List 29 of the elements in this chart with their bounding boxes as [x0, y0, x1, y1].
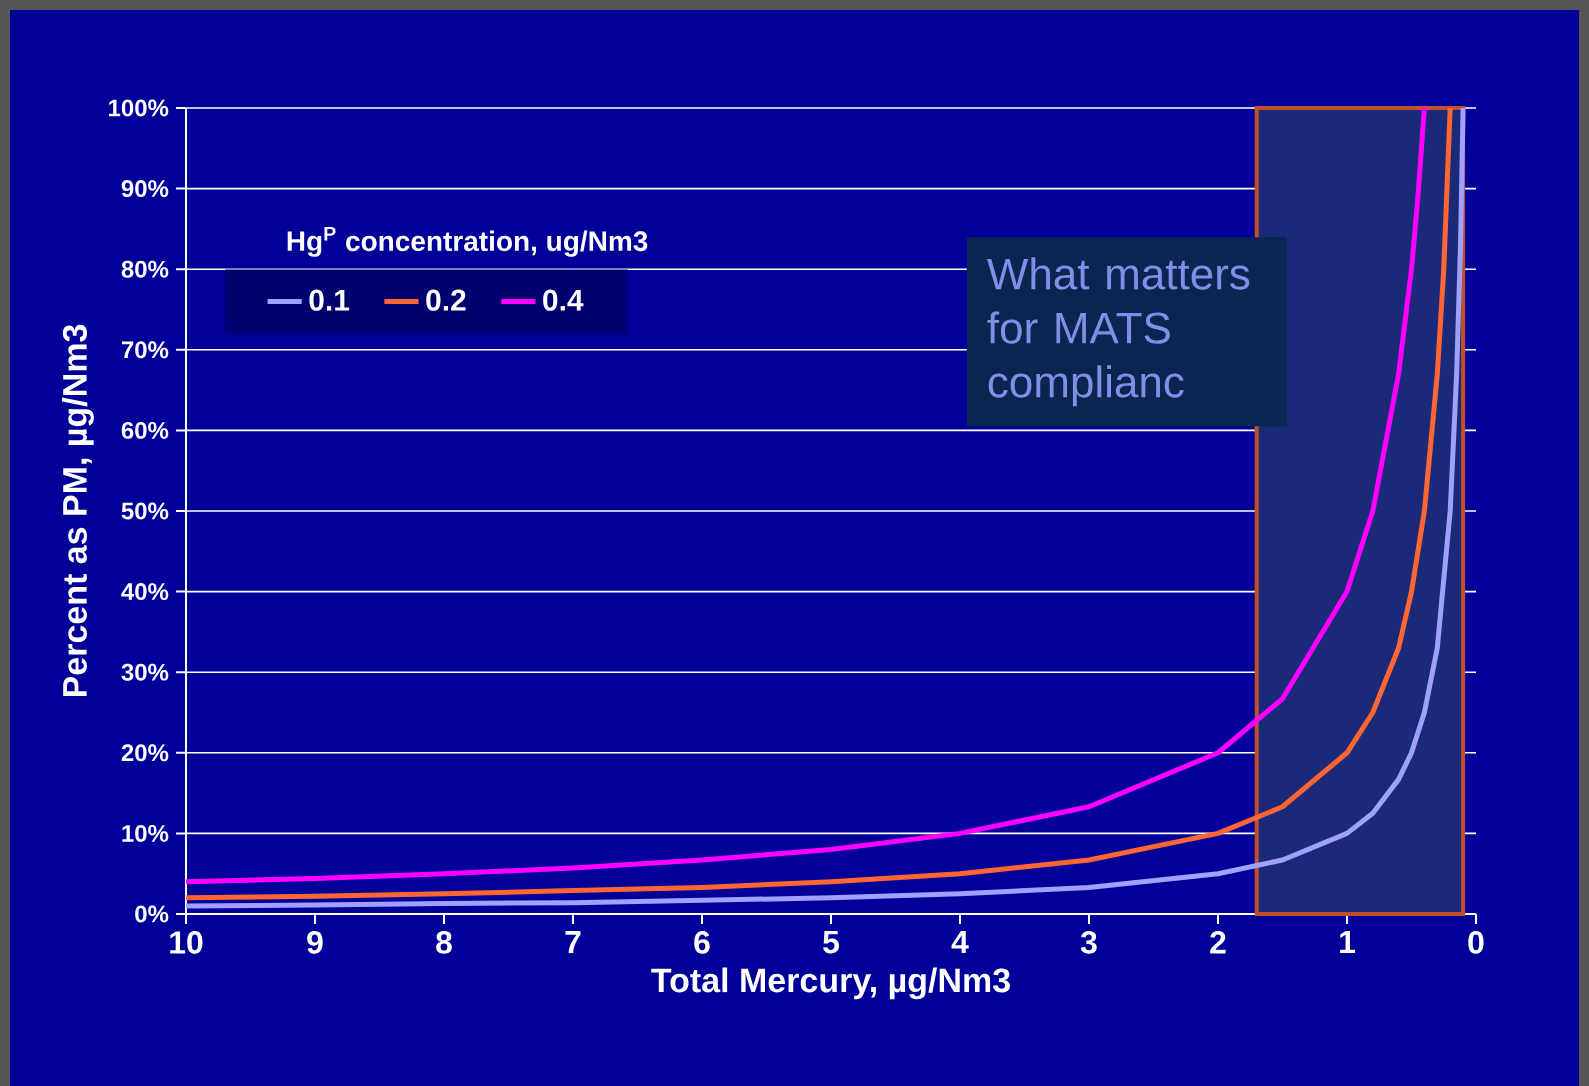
y-tick-label: 20% [121, 744, 169, 762]
y-tick-label: 50% [121, 502, 169, 520]
x-tick-label: 4 [951, 931, 969, 954]
x-tick-label: 0 [1468, 931, 1484, 954]
y-tick-label: 100% [109, 99, 169, 117]
x-tick-label: 6 [694, 931, 710, 954]
y-axis-title: Percent as PM, µg/Nm3 [61, 324, 94, 697]
y-tick-label: 40% [121, 583, 169, 601]
annotation: What matters for MATS complianc [987, 257, 1250, 407]
x-tick-label: 2 [1210, 931, 1226, 954]
x-tick-label: 7 [565, 931, 581, 954]
x-tick-label: 1 [1340, 931, 1355, 954]
y-tick-label: 90% [121, 180, 169, 198]
legend-label: 0.2 [426, 289, 466, 311]
x-tick-label: 5 [823, 931, 839, 954]
x-tick-label: 10 [170, 931, 203, 954]
legend-title: Hg$^{P}$ concentration, ug/Nm3 [287, 226, 648, 257]
x-tick-label: 3 [1080, 931, 1097, 954]
y-tick-label: 10% [122, 824, 169, 842]
x-tick-label: 8 [436, 931, 452, 954]
x-tick-label: 9 [307, 931, 323, 954]
x-axis-title: Total Mercury, µg/Nm3 [651, 967, 1010, 1000]
y-tick-label: 30% [121, 663, 169, 681]
y-tick-label: 0% [135, 905, 169, 923]
legend-label: 0.1 [309, 289, 350, 311]
y-tick-label: 70% [121, 341, 169, 359]
legend-label: 0.4 [543, 289, 584, 311]
y-tick-label: 80% [121, 260, 169, 278]
y-tick-label: 60% [121, 421, 169, 439]
